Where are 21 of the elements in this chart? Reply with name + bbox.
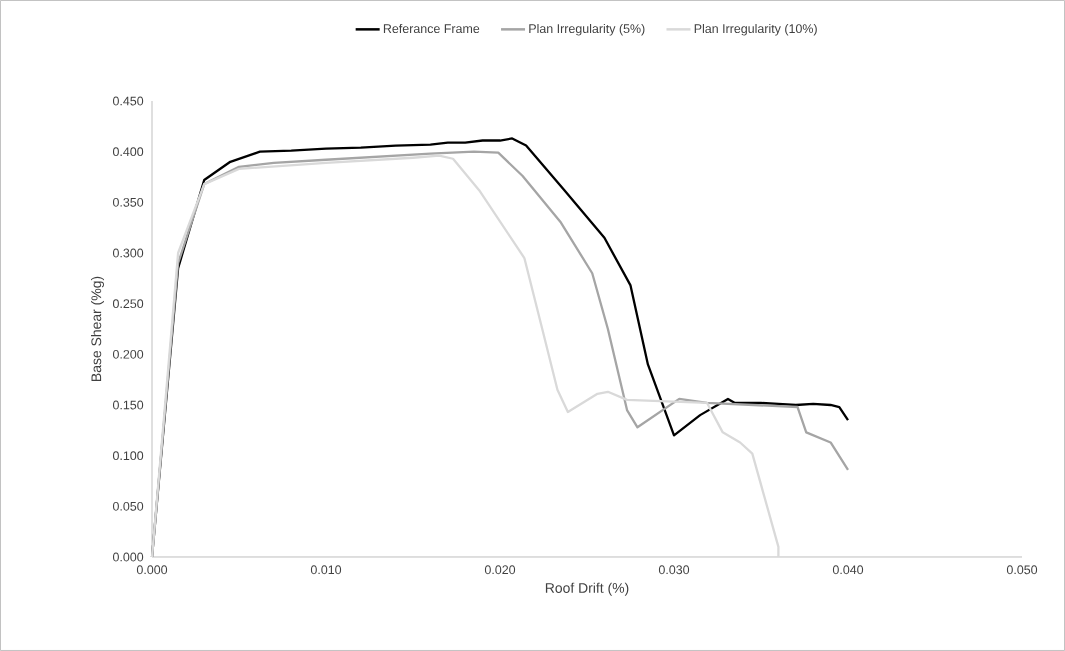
x-axis-title: Roof Drift (%) <box>545 582 629 596</box>
y-axis-title: Base Shear (%g) <box>90 276 104 381</box>
y-tick-label: 0.350 <box>112 197 144 207</box>
y-tick-label: 0.400 <box>112 147 144 157</box>
y-tick-label: 0.300 <box>112 248 144 258</box>
y-tick-label: 0.100 <box>112 451 144 461</box>
x-tick-label: 0.040 <box>832 565 864 575</box>
legend-label: Referance Frame <box>383 23 480 34</box>
y-tick-label: 0.450 <box>112 96 144 106</box>
x-tick-label: 0.050 <box>1006 565 1038 575</box>
y-tick-label: 0.250 <box>112 299 144 309</box>
y-tick-label: 0.200 <box>112 349 144 359</box>
y-tick-label: 0.050 <box>112 501 144 511</box>
legend-label: Plan Irregularity (10%) <box>694 23 817 36</box>
legend-label: Plan Irregularity (5%) <box>529 23 645 36</box>
y-tick-label: 0.150 <box>112 400 144 410</box>
x-tick-label: 0.010 <box>310 565 342 575</box>
x-tick-label: 0.000 <box>136 565 168 575</box>
y-tick-label: 0.000 <box>112 552 144 562</box>
x-tick-label: 0.020 <box>484 565 516 575</box>
x-tick-label: 0.030 <box>658 565 690 575</box>
